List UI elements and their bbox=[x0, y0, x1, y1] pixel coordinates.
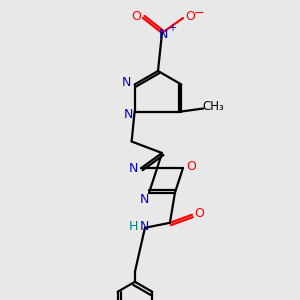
Text: O: O bbox=[185, 10, 195, 22]
Text: O: O bbox=[131, 11, 141, 23]
Text: +: + bbox=[168, 23, 176, 33]
Text: N: N bbox=[140, 193, 149, 206]
Text: N: N bbox=[128, 162, 138, 175]
Text: N: N bbox=[140, 220, 150, 233]
Text: −: − bbox=[194, 7, 204, 20]
Text: N: N bbox=[158, 28, 168, 40]
Text: N: N bbox=[124, 108, 133, 121]
Text: H: H bbox=[129, 220, 139, 233]
Text: CH₃: CH₃ bbox=[202, 100, 224, 113]
Text: O: O bbox=[186, 160, 196, 173]
Text: N: N bbox=[122, 76, 131, 89]
Text: O: O bbox=[194, 207, 204, 220]
